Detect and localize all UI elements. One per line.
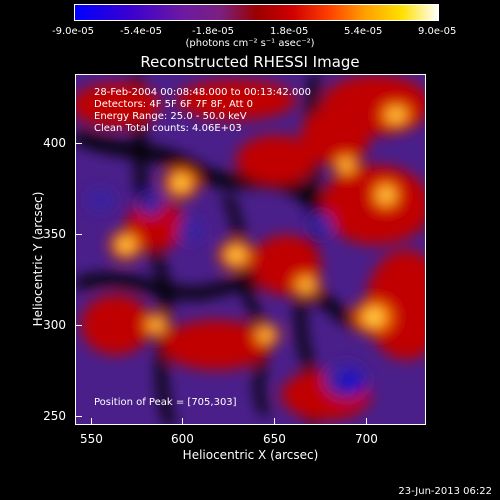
peak-position-label: Position of Peak = [705,303] xyxy=(94,397,237,408)
x-tick-mark xyxy=(182,418,183,425)
y-axis-label: Heliocentric Y (arcsec) xyxy=(31,191,45,327)
x-tick-label: 550 xyxy=(80,432,103,446)
y-tick-label: 300 xyxy=(43,318,66,332)
x-tick-label: 600 xyxy=(171,432,194,446)
x-tick-label: 650 xyxy=(263,432,286,446)
colorbar-tick-label: 5.4e-05 xyxy=(344,26,383,37)
y-tick-mark xyxy=(75,416,82,417)
x-tick-label: 700 xyxy=(355,432,378,446)
detectors-label: Detectors: 4F 5F 6F 7F 8F, Att 0 xyxy=(94,99,254,110)
y-tick-label: 250 xyxy=(43,409,66,423)
timestamp: 23-Jun-2013 06:22 xyxy=(398,486,492,497)
colorbar-tick-label: -5.4e-05 xyxy=(120,26,162,37)
y-tick-label: 350 xyxy=(43,227,66,241)
y-tick-mark xyxy=(75,325,82,326)
y-tick-mark xyxy=(75,234,82,235)
colorbar xyxy=(74,4,439,21)
colorbar-tick-label: 1.8e-05 xyxy=(270,26,309,37)
time-range-label: 28-Feb-2004 00:08:48.000 to 00:13:42.000 xyxy=(94,87,312,98)
colorbar-tick-label: -1.8e-05 xyxy=(192,26,234,37)
colorbar-unit-label: (photons cm⁻² s⁻¹ asec⁻²) xyxy=(185,38,315,49)
y-tick-label: 400 xyxy=(43,136,66,150)
image-title: Reconstructed RHESSI Image xyxy=(140,53,360,71)
y-tick-mark xyxy=(75,143,82,144)
x-tick-mark xyxy=(366,418,367,425)
x-axis-label: Heliocentric X (arcsec) xyxy=(182,448,319,462)
reconstructed-image xyxy=(75,74,426,425)
energy-range-label: Energy Range: 25.0 - 50.0 keV xyxy=(94,111,247,122)
colorbar-tick-label: -9.0e-05 xyxy=(52,26,94,37)
colorbar-tick-label: 9.0e-05 xyxy=(418,26,457,37)
x-tick-mark xyxy=(274,418,275,425)
clean-counts-label: Clean Total counts: 4.06E+03 xyxy=(94,123,242,134)
x-tick-mark xyxy=(91,418,92,425)
image-canvas xyxy=(76,75,425,424)
